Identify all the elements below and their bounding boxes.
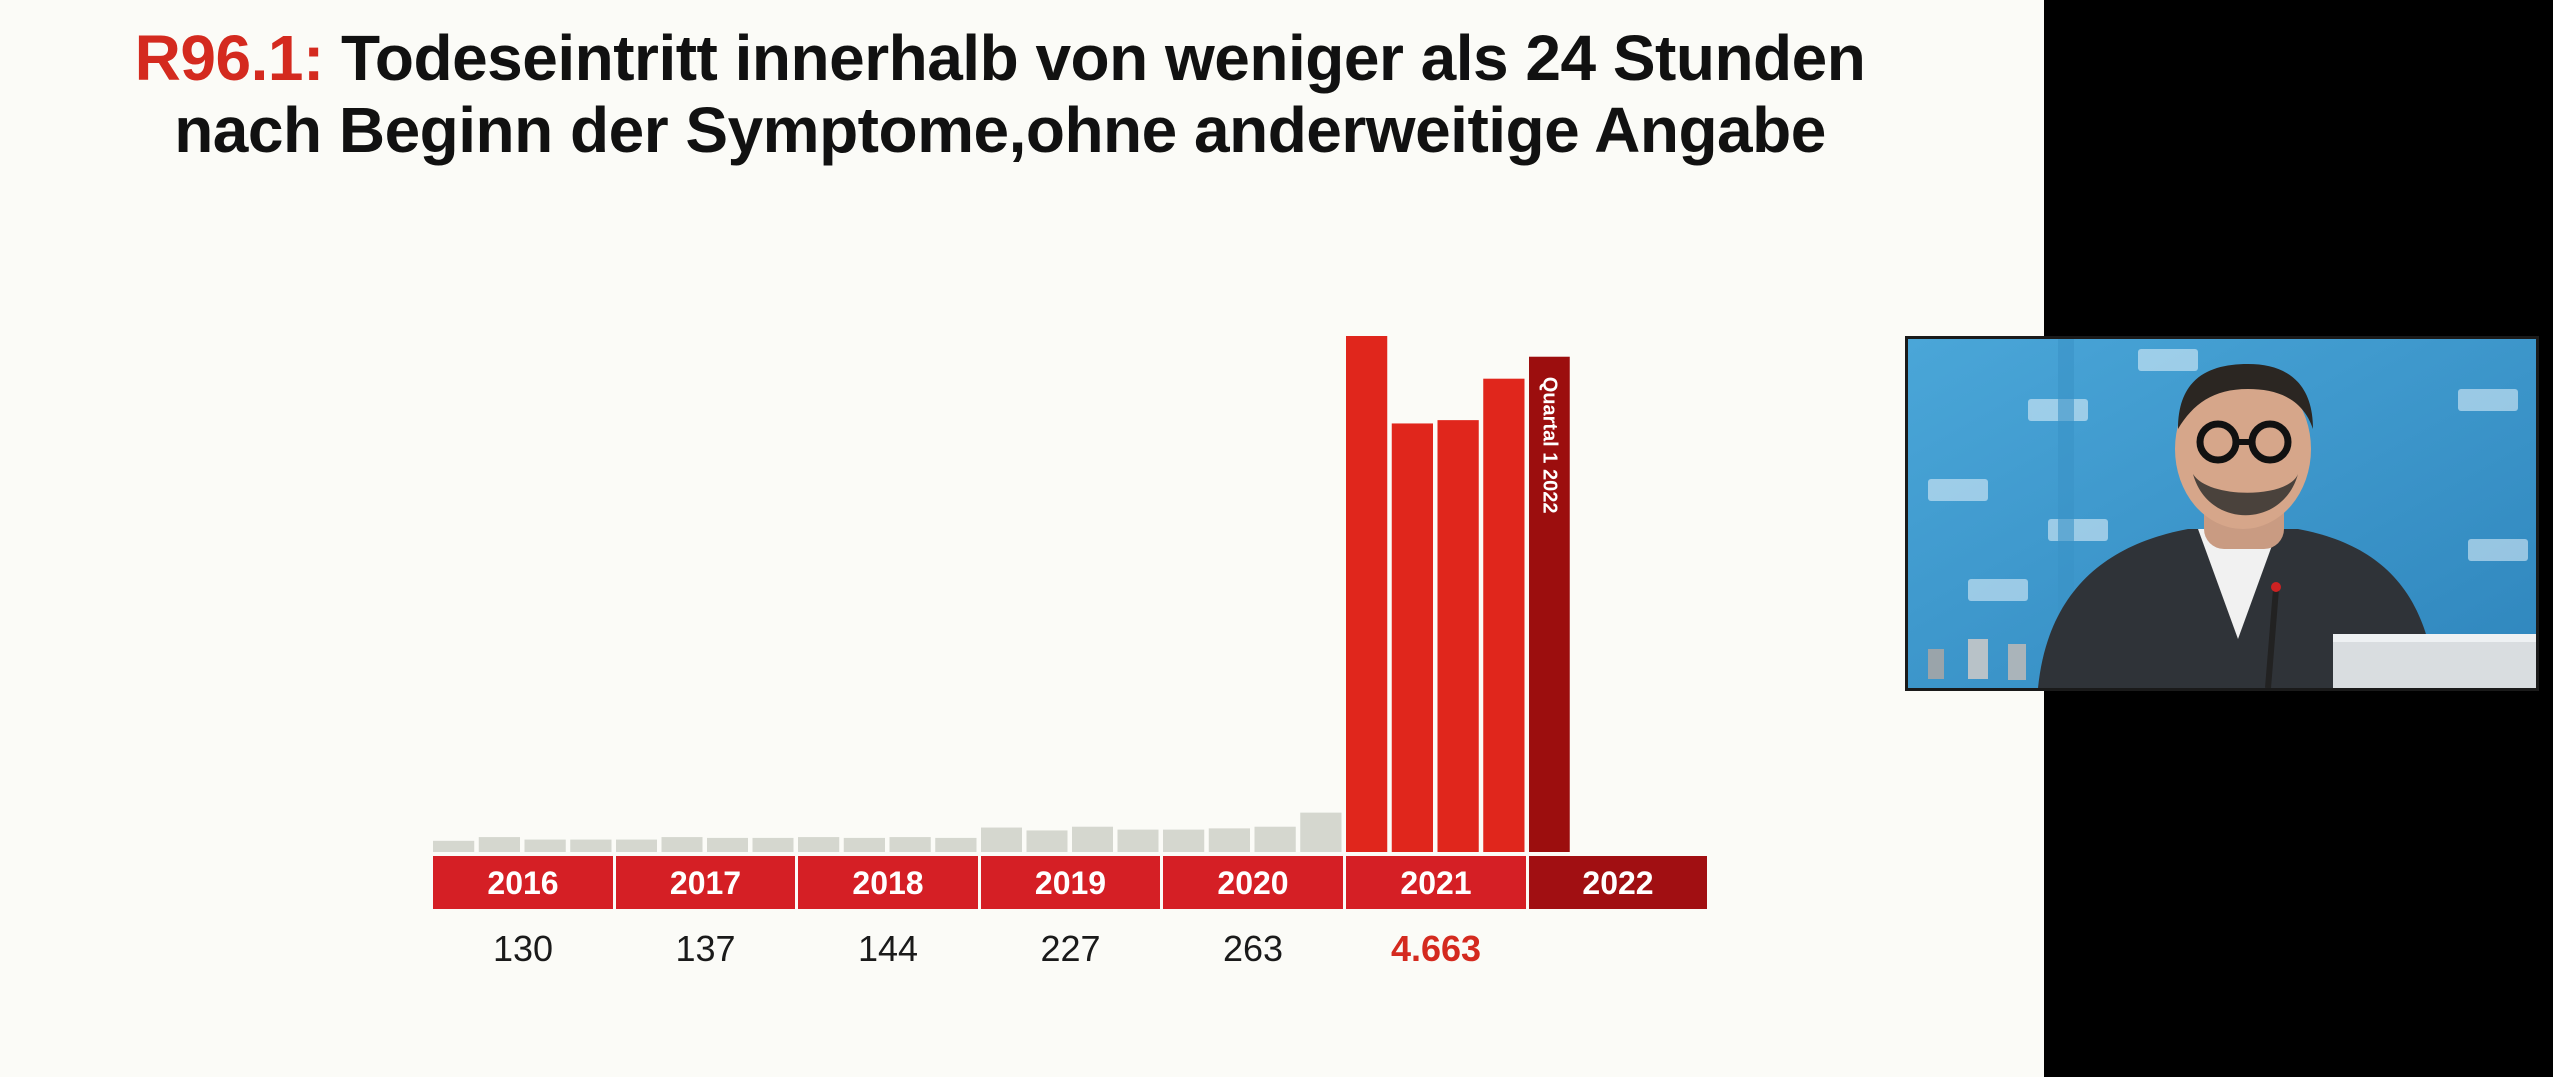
bar-2019-q4 [1117,829,1159,852]
year-label-2019: 2019 [1035,865,1106,901]
year-band-2021 [1346,856,1526,909]
year-band-2019 [981,856,1160,909]
year-band-2018 [798,856,978,909]
annotation-group: Quartal 1 2022 [1538,377,1560,514]
year-label-2017: 2017 [670,865,741,901]
presentation-slide: R96.1: Todeseintritt innerhalb von wenig… [0,0,2044,1077]
bar-2016-q2 [478,837,520,852]
year-label-2022: 2022 [1582,865,1653,901]
bar-2021-q1 [1346,336,1388,852]
bar-2018-q2 [843,837,885,852]
bar-2020-q2 [1208,828,1250,852]
speaker-video-icon [1908,339,2536,688]
annual-total-2021: 4.663 [1391,928,1481,969]
year-band-2022 [1529,856,1707,909]
bar-2018-q1 [798,837,840,852]
diagnosis-description: Todeseintritt innerhalb von weniger als … [174,22,1866,166]
bar-2020-q1 [1163,829,1205,852]
bar-2017-q3 [707,837,748,852]
year-band-2016 [433,856,613,909]
bars-group [433,336,1570,852]
year-label-2018: 2018 [852,865,923,901]
bar-2019-q3 [1072,826,1113,852]
bar-2020-q4 [1300,812,1342,852]
annual-total-2018: 144 [858,928,918,969]
year-label-2020: 2020 [1217,865,1288,901]
bar-2019-q1 [981,827,1022,852]
bar-2019-q2 [1026,830,1068,852]
bar-2021-q4 [1483,378,1525,852]
year-bands-group: 2016 2017 2018 2019 2020 2021 2022 [433,856,1707,909]
bar-2021-q2 [1391,423,1433,852]
diagnosis-code: R96.1: [134,22,325,94]
annual-total-2016: 130 [493,928,553,969]
bar-2017-q1 [616,839,657,852]
bar-2016-q3 [524,839,566,852]
bar-2017-q4 [752,837,794,852]
year-label-2016: 2016 [487,865,558,901]
chart-title: R96.1: Todeseintritt innerhalb von wenig… [100,22,1900,166]
annual-total-2019: 227 [1040,928,1100,969]
bar-chart: 2016 2017 2018 2019 2020 2021 2022 130 137 144 22… [433,336,1707,969]
year-band-2017 [616,856,795,909]
bar-2022-q1 [1529,356,1570,852]
bar-2021-q3 [1437,420,1479,852]
speaker-video-feed [1905,336,2539,691]
year-label-2021: 2021 [1400,865,1471,901]
bar-2020-q3 [1254,826,1296,852]
bar-2016-q1 [433,840,475,852]
bar-2016-q4 [570,839,612,852]
annual-totals-group: 130 137 144 227 263 4.663 [493,928,1481,969]
bar-2018-q3 [889,837,931,852]
year-band-2020 [1163,856,1343,909]
annual-total-2020: 263 [1223,928,1283,969]
bar-2017-q2 [661,837,703,852]
annotation-quartal-label: Quartal 1 2022 [1538,377,1560,514]
annual-total-2017: 137 [675,928,735,969]
bar-2018-q4 [935,837,977,852]
